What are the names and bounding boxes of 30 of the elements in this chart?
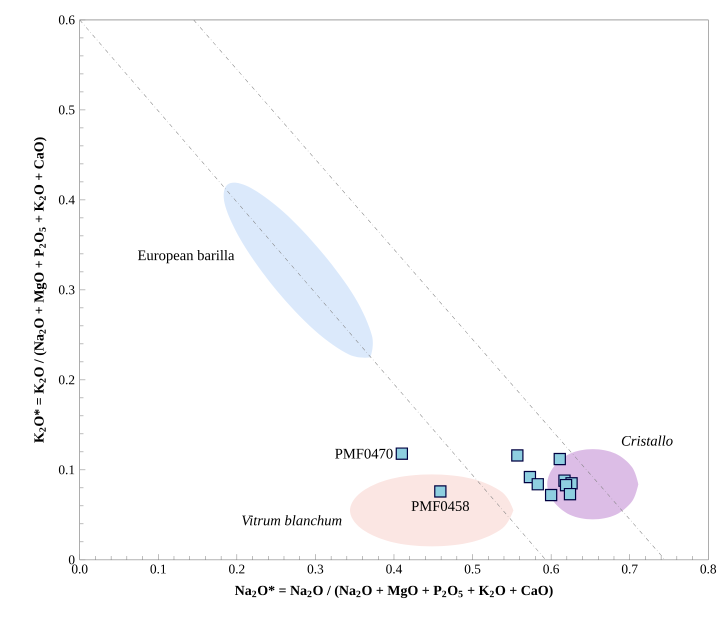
y-tick-label: 0.6 bbox=[58, 16, 75, 25]
x-tick-label: 0.0 bbox=[72, 564, 88, 574]
annotation: PMF0458 bbox=[412, 501, 470, 512]
x-tick-label: 0.4 bbox=[386, 564, 402, 574]
point bbox=[511, 449, 524, 462]
point bbox=[544, 489, 558, 502]
point bbox=[434, 485, 447, 498]
x-tick-label: 0.6 bbox=[543, 564, 560, 574]
y-tick-label: 0.3 bbox=[58, 286, 74, 295]
x-tick-label: 0.1 bbox=[150, 564, 166, 574]
y-tick-label: 0.4 bbox=[58, 196, 75, 205]
y-tick-label: 0.2 bbox=[58, 376, 74, 385]
y-tick-label: 0 bbox=[68, 556, 75, 565]
y-tick-label: 0.5 bbox=[58, 106, 74, 115]
point bbox=[564, 488, 576, 501]
x-tick-label: 0.7 bbox=[622, 564, 638, 574]
x-tick-label: 0.2 bbox=[229, 564, 244, 574]
point bbox=[396, 448, 408, 460]
point bbox=[554, 453, 566, 466]
x-tick-label: 0.8 bbox=[700, 564, 716, 574]
series-label: Cristallo bbox=[622, 436, 673, 446]
point bbox=[532, 478, 544, 491]
annotation: PMF0470 bbox=[335, 448, 393, 459]
series-label: Vitrum blanchum bbox=[242, 515, 342, 526]
text: Na$_{2}$O* = Na$_{2}$O / (Na$_{2}$O + MgO + P$_{2}$O$_{5}$ + K$_{2}$O + CaO) bbox=[234, 586, 553, 598]
x-tick-label: 0.5 bbox=[464, 564, 480, 574]
series-label: European barilla bbox=[138, 250, 234, 264]
text: K$_{2}$O* = K$_{2}$O / (Na$_{2}$O + MgO + P$_{2}$O$_{5}$ + K$_{2}$O + CaO) bbox=[34, 138, 47, 443]
y-tick-label: 0.1 bbox=[58, 466, 74, 475]
x-tick-label: 0.3 bbox=[308, 564, 324, 574]
